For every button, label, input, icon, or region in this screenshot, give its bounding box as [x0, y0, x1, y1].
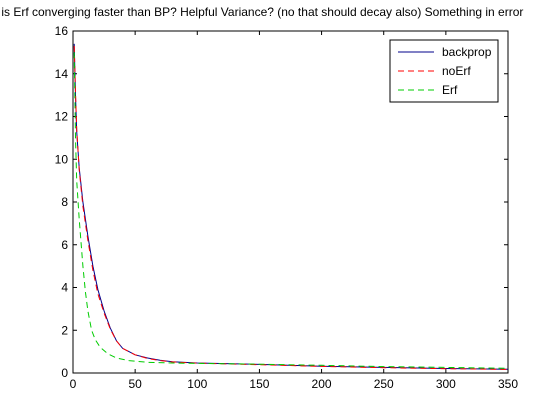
legend-label-erf: Erf: [442, 83, 458, 97]
axis-ticks: 0 50 100 150 200 250 300 350 0 2 4 6 8 10 12 14 16: [55, 24, 519, 391]
y-tick-label: 12: [55, 110, 69, 124]
y-tick-label: 4: [61, 281, 68, 295]
x-tick-label: 250: [374, 377, 394, 391]
y-tick-label: 8: [61, 195, 68, 209]
x-tick-label: 150: [249, 377, 269, 391]
chart-title-text: y is Erf converging faster than BP? Help…: [0, 5, 524, 19]
y-tick-label: 14: [55, 67, 69, 81]
legend-label-noerf: noErf: [442, 64, 471, 78]
x-tick-label: 200: [312, 377, 332, 391]
legend-label-backprop: backprop: [442, 45, 492, 59]
x-tick-label: 350: [498, 377, 518, 391]
series-lines: [73, 43, 509, 370]
legend: backprop noErf Erf: [389, 39, 499, 103]
y-tick-label: 10: [55, 152, 69, 166]
y-tick-label: 2: [61, 323, 68, 337]
series-line-noerf: [73, 45, 509, 370]
y-tick-label: 16: [55, 24, 69, 38]
series-line-erf: [73, 52, 509, 369]
y-tick-label: 6: [61, 238, 68, 252]
x-tick-label: 50: [128, 377, 142, 391]
y-tick-label: 0: [61, 366, 68, 380]
x-tick-label: 0: [70, 377, 77, 391]
chart-title: y is Erf converging faster than BP? Help…: [0, 5, 560, 23]
x-tick-label: 100: [187, 377, 207, 391]
x-tick-label: 300: [436, 377, 456, 391]
